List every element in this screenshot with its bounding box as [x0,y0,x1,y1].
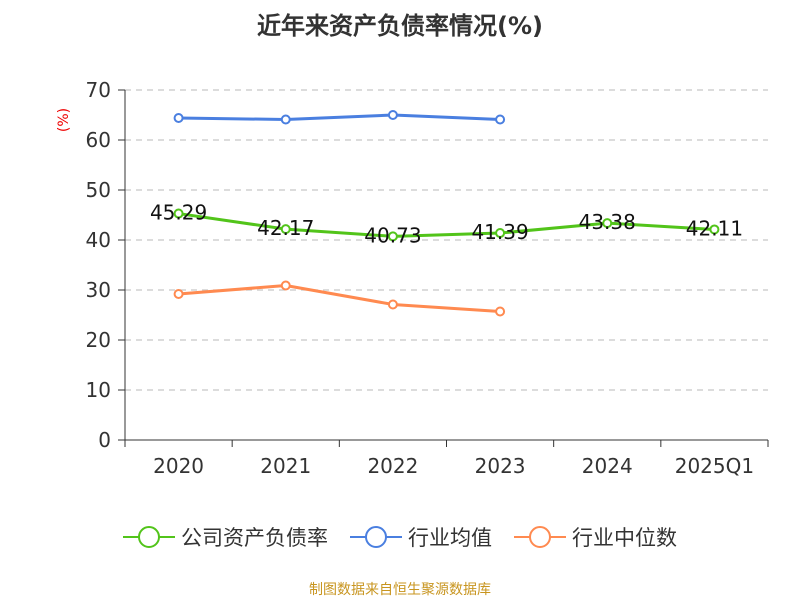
legend-marker-icon [123,526,175,548]
data-point [387,110,398,120]
y-tick-label: 10 [86,378,111,402]
data-label: 45.29 [150,201,207,225]
data-label: 43.38 [579,210,636,234]
series-line [178,284,501,313]
data-label: 42.11 [686,216,743,240]
y-tick-label: 70 [86,78,111,102]
series-line [178,212,715,238]
y-tick-label: 0 [98,428,111,452]
legend-item[interactable]: 公司资产负债率 [123,522,328,552]
y-tick-label: 40 [86,228,111,252]
data-point [173,113,184,123]
y-tick-label: 20 [86,328,111,352]
chart-title: 近年来资产负债率情况(%) [257,12,543,40]
x-tick-label: 2022 [367,454,418,478]
x-tick-label: 2021 [260,454,311,478]
x-tick-label: 2025Q1 [675,454,754,478]
data-point [495,306,506,317]
y-tick-label: 50 [86,178,111,202]
legend: 公司资产负债率 行业均值 行业中位数 [0,522,800,552]
legend-item[interactable]: 行业均值 [350,522,492,552]
legend-label: 行业均值 [408,526,492,550]
data-point [387,299,398,310]
data-point [280,280,291,291]
data-point [173,289,184,299]
data-label: 42.17 [257,216,314,240]
data-point [280,114,291,125]
source-note: 制图数据来自恒生聚源数据库 [309,582,491,598]
y-tick-label: 60 [86,128,111,152]
x-tick-label: 2024 [582,454,633,478]
data-point [495,114,506,125]
data-label: 40.73 [364,223,421,247]
data-point [173,208,184,219]
data-point [495,228,506,239]
legend-item[interactable]: 行业中位数 [514,522,677,552]
data-point [280,224,291,235]
legend-label: 行业中位数 [572,526,677,550]
legend-label: 公司资产负债率 [181,526,328,550]
data-point [602,218,613,229]
data-label: 41.39 [471,220,528,244]
data-point [709,224,720,235]
y-tick-label: 30 [86,278,111,302]
legend-marker-icon [514,526,566,548]
data-point [387,231,398,242]
series-line [178,113,501,121]
legend-marker-icon [350,526,402,548]
x-tick-label: 2023 [475,454,526,478]
x-tick-label: 2020 [153,454,204,478]
